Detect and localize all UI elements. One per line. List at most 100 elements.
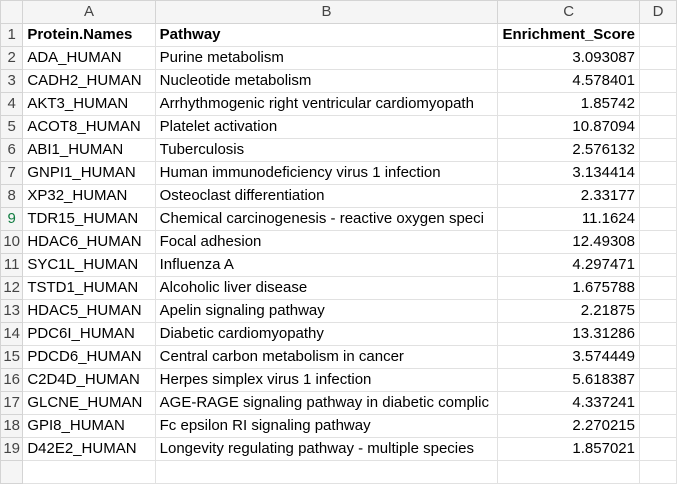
cell-enrichment-score[interactable]: 2.33177 [497,184,640,208]
cell-pathway[interactable]: Focal adhesion [154,230,499,254]
cell-protein-name[interactable]: XP32_HUMAN [22,184,156,208]
empty-cell[interactable] [638,253,677,277]
cell-pathway[interactable]: Diabetic cardiomyopathy [154,322,499,346]
cell-protein-name[interactable]: CADH2_HUMAN [22,69,156,93]
cell-enrichment-score[interactable]: 1.85742 [497,92,640,116]
cell-enrichment-score[interactable]: 11.1624 [497,207,640,231]
cell-enrichment-score[interactable]: 3.093087 [497,46,640,70]
cell-pathway[interactable]: Influenza A [154,253,499,277]
empty-cell[interactable] [638,207,677,231]
empty-cell[interactable] [638,322,677,346]
empty-cell[interactable] [638,23,677,47]
cell-enrichment-score[interactable]: 4.578401 [497,69,640,93]
cell-pathway[interactable]: Purine metabolism [154,46,499,70]
cell-enrichment-score[interactable]: 2.21875 [497,299,640,323]
row-number[interactable]: 9 [0,207,24,231]
cell-protein-name[interactable]: GPI8_HUMAN [22,414,156,438]
row-number[interactable]: 12 [0,276,24,300]
cell-protein-name[interactable]: GLCNE_HUMAN [22,391,156,415]
row-number[interactable]: 5 [0,115,24,139]
empty-cell[interactable] [638,46,677,70]
empty-cell[interactable] [638,299,677,323]
cell-protein-name[interactable]: TDR15_HUMAN [22,207,156,231]
cell-enrichment-score[interactable]: 10.87094 [497,115,640,139]
cell-protein-name[interactable]: HDAC5_HUMAN [22,299,156,323]
cell-pathway[interactable]: Central carbon metabolism in cancer [154,345,499,369]
empty-cell[interactable] [638,92,677,116]
empty-cell[interactable] [638,184,677,208]
column-header-c[interactable]: C [497,0,640,24]
cell-pathway[interactable]: Fc epsilon RI signaling pathway [154,414,499,438]
cell-protein-name[interactable]: SYC1L_HUMAN [22,253,156,277]
cell-enrichment-score[interactable]: 4.297471 [497,253,640,277]
row-number[interactable]: 17 [0,391,24,415]
row-number[interactable]: 14 [0,322,24,346]
cell-protein-name[interactable]: HDAC6_HUMAN [22,230,156,254]
empty-cell[interactable] [497,460,640,484]
cell-pathway[interactable]: AGE-RAGE signaling pathway in diabetic c… [154,391,499,415]
row-number[interactable]: 18 [0,414,24,438]
select-all-corner[interactable] [0,0,24,24]
cell-enrichment-score[interactable]: 1.675788 [497,276,640,300]
cell-enrichment-score[interactable]: 13.31286 [497,322,640,346]
cell-protein-name[interactable]: AKT3_HUMAN [22,92,156,116]
row-number[interactable] [0,460,24,484]
cell-protein-name[interactable]: GNPI1_HUMAN [22,161,156,185]
empty-cell[interactable] [638,276,677,300]
row-number[interactable]: 4 [0,92,24,116]
cell-protein-name[interactable]: PDCD6_HUMAN [22,345,156,369]
row-number[interactable]: 2 [0,46,24,70]
empty-cell[interactable] [638,437,677,461]
cell-enrichment-score[interactable]: 4.337241 [497,391,640,415]
header-cell-protein[interactable]: Protein.Names [22,23,156,47]
row-number[interactable]: 8 [0,184,24,208]
empty-cell[interactable] [638,230,677,254]
row-number[interactable]: 11 [0,253,24,277]
cell-pathway[interactable]: Tuberculosis [154,138,499,162]
empty-cell[interactable] [638,368,677,392]
cell-enrichment-score[interactable]: 1.857021 [497,437,640,461]
empty-cell[interactable] [638,345,677,369]
cell-pathway[interactable]: Osteoclast differentiation [154,184,499,208]
row-number[interactable]: 15 [0,345,24,369]
row-number[interactable]: 13 [0,299,24,323]
empty-cell[interactable] [638,414,677,438]
row-number[interactable]: 6 [0,138,24,162]
cell-protein-name[interactable]: PDC6I_HUMAN [22,322,156,346]
cell-pathway[interactable]: Herpes simplex virus 1 infection [154,368,499,392]
cell-enrichment-score[interactable]: 3.574449 [497,345,640,369]
row-number[interactable]: 16 [0,368,24,392]
empty-cell[interactable] [638,69,677,93]
empty-cell[interactable] [638,460,677,484]
cell-protein-name[interactable]: ABI1_HUMAN [22,138,156,162]
cell-enrichment-score[interactable]: 12.49308 [497,230,640,254]
cell-enrichment-score[interactable]: 3.134414 [497,161,640,185]
cell-protein-name[interactable]: ACOT8_HUMAN [22,115,156,139]
cell-enrichment-score[interactable]: 5.618387 [497,368,640,392]
row-number[interactable]: 1 [0,23,24,47]
header-cell-pathway[interactable]: Pathway [154,23,499,47]
empty-cell[interactable] [638,115,677,139]
cell-pathway[interactable]: Alcoholic liver disease [154,276,499,300]
cell-enrichment-score[interactable]: 2.576132 [497,138,640,162]
row-number[interactable]: 3 [0,69,24,93]
header-cell-score[interactable]: Enrichment_Score [497,23,640,47]
empty-cell[interactable] [638,161,677,185]
column-header-a[interactable]: A [22,0,156,24]
empty-cell[interactable] [638,138,677,162]
row-number[interactable]: 10 [0,230,24,254]
cell-pathway[interactable]: Apelin signaling pathway [154,299,499,323]
row-number[interactable]: 19 [0,437,24,461]
cell-protein-name[interactable]: TSTD1_HUMAN [22,276,156,300]
cell-pathway[interactable]: Human immunodeficiency virus 1 infection [154,161,499,185]
cell-pathway[interactable]: Arrhythmogenic right ventricular cardiom… [154,92,499,116]
cell-protein-name[interactable]: C2D4D_HUMAN [22,368,156,392]
empty-cell[interactable] [154,460,499,484]
column-header-d[interactable]: D [638,0,677,24]
cell-pathway[interactable]: Nucleotide metabolism [154,69,499,93]
cell-enrichment-score[interactable]: 2.270215 [497,414,640,438]
column-header-b[interactable]: B [154,0,499,24]
row-number[interactable]: 7 [0,161,24,185]
empty-cell[interactable] [22,460,156,484]
cell-protein-name[interactable]: D42E2_HUMAN [22,437,156,461]
